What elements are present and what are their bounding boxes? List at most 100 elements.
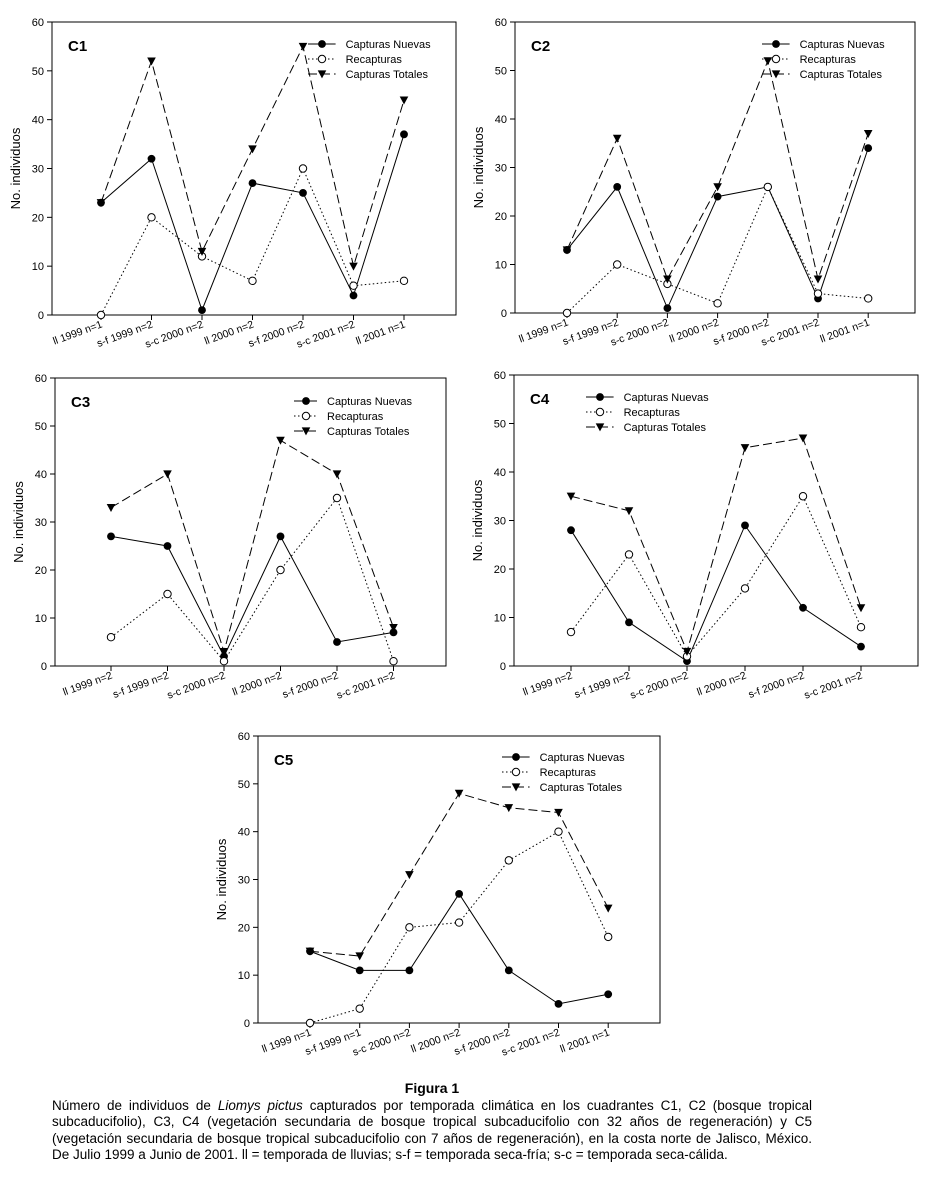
caption-part-2: capturados por temporada climática en lo… bbox=[52, 1097, 813, 1163]
legend-label: Capturas Totales bbox=[327, 426, 410, 438]
data-point bbox=[399, 96, 409, 105]
legend-marker bbox=[511, 767, 521, 777]
figure-caption: Figura 1 Número de individuos de Liomys … bbox=[52, 1080, 812, 1164]
y-tick-label: 0 bbox=[244, 1018, 250, 1030]
data-point bbox=[405, 871, 414, 880]
data-point bbox=[798, 434, 808, 443]
y-axis-label: No. individuos bbox=[470, 479, 485, 561]
series-line bbox=[570, 524, 862, 662]
data-point bbox=[405, 966, 414, 975]
data-point bbox=[276, 565, 285, 575]
data-point bbox=[332, 493, 342, 503]
data-point bbox=[305, 1018, 315, 1028]
data-point bbox=[248, 145, 257, 154]
data-point bbox=[197, 247, 207, 256]
y-tick-label: 20 bbox=[238, 922, 250, 934]
data-point bbox=[863, 129, 873, 138]
series-line bbox=[309, 792, 609, 957]
data-point bbox=[106, 504, 116, 512]
data-point bbox=[856, 623, 866, 632]
x-tick-label: ll 2000 n=2 bbox=[231, 669, 284, 698]
data-point bbox=[389, 628, 398, 637]
data-point bbox=[663, 304, 672, 313]
y-tick-label: 50 bbox=[495, 66, 507, 78]
legend-marker bbox=[302, 397, 310, 405]
y-tick-label: 40 bbox=[32, 115, 44, 127]
data-point bbox=[219, 648, 229, 656]
x-tick-label: s-f 2000 n=2 bbox=[281, 669, 340, 700]
data-point bbox=[864, 144, 873, 153]
legend-label: Capturas Nuevas bbox=[540, 752, 625, 764]
y-tick-label: 10 bbox=[495, 260, 507, 272]
y-tick-label: 60 bbox=[494, 370, 506, 382]
data-point bbox=[305, 947, 315, 956]
data-point bbox=[504, 966, 513, 975]
data-point bbox=[147, 154, 156, 163]
legend-marker bbox=[771, 70, 781, 79]
data-point bbox=[299, 189, 307, 197]
legend-label: Capturas Totales bbox=[540, 782, 623, 794]
data-point bbox=[248, 276, 257, 286]
legend-marker bbox=[596, 393, 604, 401]
y-axis-label: No. individuos bbox=[214, 838, 229, 920]
data-point bbox=[248, 179, 257, 188]
y-tick-label: 10 bbox=[494, 613, 506, 625]
x-tick-label: s-c 2000 n=2 bbox=[609, 316, 671, 348]
data-point bbox=[355, 952, 364, 961]
x-tick-label: s-c 2000 n=2 bbox=[166, 669, 228, 701]
legend-label: Recapturas bbox=[327, 411, 384, 423]
data-point bbox=[813, 275, 823, 284]
legend-marker bbox=[317, 54, 327, 64]
panel-title: C4 bbox=[530, 391, 550, 408]
data-point bbox=[798, 492, 808, 501]
legend-label: Capturas Nuevas bbox=[800, 39, 885, 51]
x-tick-label: s-f 1999 n=2 bbox=[111, 669, 170, 700]
y-tick-label: 30 bbox=[35, 517, 47, 529]
legend-marker bbox=[301, 411, 311, 421]
data-point bbox=[740, 584, 750, 593]
data-point bbox=[504, 856, 513, 865]
data-point bbox=[349, 291, 358, 300]
data-point bbox=[763, 182, 772, 192]
panel-title: C1 bbox=[68, 38, 87, 55]
data-point bbox=[349, 262, 358, 271]
data-point bbox=[663, 275, 672, 284]
series-capturas-nuevas bbox=[563, 144, 873, 313]
caption-text: Número de individuos de Liomys pictus ca… bbox=[52, 1098, 812, 1164]
y-tick-label: 30 bbox=[494, 516, 506, 528]
data-point bbox=[813, 289, 823, 298]
legend-marker bbox=[595, 423, 605, 432]
x-tick-label: s-f 2000 n=2 bbox=[747, 669, 806, 700]
data-point bbox=[349, 281, 358, 290]
legend: Capturas Nuevas Recapturas Capturas Totale… bbox=[308, 39, 431, 81]
series-capturas-totales bbox=[562, 57, 873, 284]
legend-label: Recapturas bbox=[800, 54, 857, 66]
data-point bbox=[856, 604, 866, 613]
data-point bbox=[96, 199, 106, 208]
data-point bbox=[624, 550, 634, 559]
series-capturas-totales bbox=[106, 436, 398, 656]
x-tick-label: ll 1999 n=2 bbox=[61, 669, 114, 698]
y-tick-label: 20 bbox=[35, 565, 47, 577]
series-line bbox=[110, 496, 394, 663]
x-tick-label: ll 2001 n=1 bbox=[819, 316, 872, 345]
y-tick-label: 60 bbox=[495, 17, 507, 29]
y-tick-label: 30 bbox=[238, 875, 250, 887]
panel-title: C5 bbox=[274, 752, 293, 769]
data-point bbox=[566, 492, 576, 501]
data-point bbox=[567, 526, 575, 535]
y-tick-label: 50 bbox=[32, 66, 44, 78]
y-axis-label: No. individuos bbox=[11, 481, 26, 563]
data-point bbox=[554, 999, 563, 1008]
data-point bbox=[276, 532, 285, 541]
x-tick-label: ll 1999 n=2 bbox=[521, 669, 574, 698]
legend-marker bbox=[772, 40, 780, 48]
data-point bbox=[857, 642, 865, 651]
series-line bbox=[566, 185, 869, 314]
legend-marker bbox=[317, 70, 327, 79]
data-point bbox=[566, 627, 576, 637]
series-recapturas bbox=[566, 492, 866, 661]
